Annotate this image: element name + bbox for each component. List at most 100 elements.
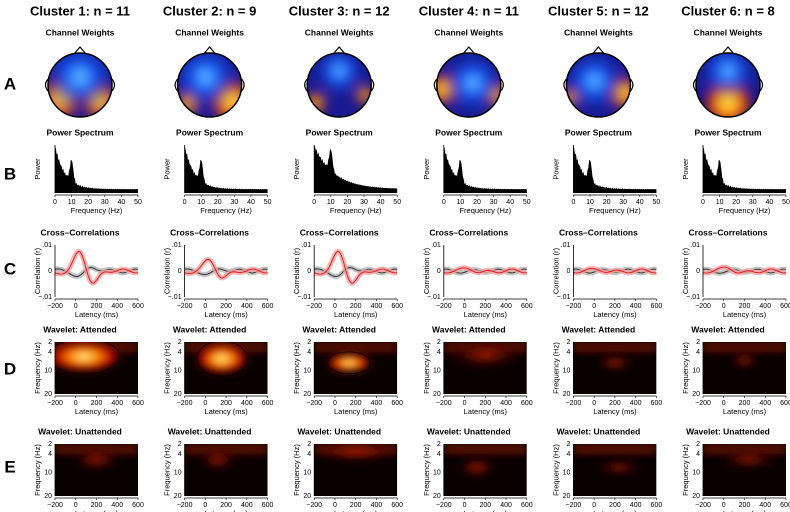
y-tick-label: 2 <box>48 339 52 346</box>
x-tick-label: 400 <box>500 303 512 310</box>
y-tick-label: 2 <box>307 339 311 346</box>
spectrum <box>314 145 398 193</box>
y-tick-label: −.01 <box>38 294 52 301</box>
head-outline <box>47 52 113 118</box>
wavelet-blob <box>55 342 125 373</box>
x-tick-label: 10 <box>197 199 205 206</box>
panel-title: Cross–Correlations <box>170 227 249 237</box>
panel-title: Power Spectrum <box>565 127 633 137</box>
x-tick-label: 400 <box>759 502 771 509</box>
y-tick-label: 10 <box>44 367 52 374</box>
wavelet-blob <box>594 354 635 371</box>
y-tick-label: 20 <box>433 391 441 398</box>
y-axis-label: Correlation (r) <box>163 247 172 294</box>
x-tick-label: 20 <box>732 199 740 206</box>
panel-title: Wavelet: Unattended <box>686 426 770 436</box>
y-axis-label: Correlation (r) <box>292 247 301 294</box>
y-tick-label: 10 <box>303 469 311 476</box>
x-tick-label: −200 <box>177 303 193 310</box>
x-axis-label: Frequency (Hz) <box>71 206 123 215</box>
y-tick-label: 10 <box>692 367 700 374</box>
topo-blob <box>355 85 372 105</box>
x-tick-label: 0 <box>722 400 726 407</box>
x-tick-label: −200 <box>306 303 322 310</box>
wavelet <box>703 444 786 496</box>
x-axis-label: Latency (ms) <box>593 310 637 319</box>
wavelet-blob <box>594 461 645 474</box>
x-axis-label: Latency (ms) <box>75 310 119 319</box>
x-tick-label: 30 <box>490 199 498 206</box>
x-tick-label: 40 <box>636 199 644 206</box>
wavelet-top <box>184 444 268 454</box>
y-axis-label: Frequency (Hz) <box>551 342 560 394</box>
y-tick-label: 4 <box>566 349 570 356</box>
x-axis-label: Latency (ms) <box>334 407 378 416</box>
wavelet <box>55 342 138 394</box>
y-tick-label: 20 <box>174 493 182 500</box>
x-tick-label: 200 <box>91 400 103 407</box>
spectrum <box>573 145 657 193</box>
x-tick-label: 400 <box>759 303 771 310</box>
panel-title: Wavelet: Attended <box>173 324 247 334</box>
y-tick-label: 10 <box>692 469 700 476</box>
head-outline <box>306 52 372 118</box>
panel-title: Cross–Correlations <box>429 227 508 237</box>
contour <box>55 342 121 375</box>
y-tick-label: 2 <box>178 441 182 448</box>
y-tick-label: 4 <box>437 451 441 458</box>
x-tick-label: 0 <box>333 400 337 407</box>
ear <box>174 78 179 92</box>
x-tick-label: 400 <box>500 502 512 509</box>
topo-blob <box>700 53 756 99</box>
wavelet-blobs <box>445 343 526 367</box>
panel-title: Channel Weights <box>305 27 374 37</box>
x-tick-label: −200 <box>436 303 452 310</box>
x-tick-label: 400 <box>111 502 123 509</box>
panel-title: Channel Weights <box>564 27 633 37</box>
x-tick-label: 10 <box>327 199 335 206</box>
y-tick-label: 20 <box>692 493 700 500</box>
row-label: E <box>4 457 15 476</box>
wavelet-blob <box>718 451 779 468</box>
ear <box>370 78 375 92</box>
x-axis-label: Frequency (Hz) <box>589 206 641 215</box>
wavelet <box>55 444 138 496</box>
y-axis-label: Frequency (Hz) <box>163 342 172 394</box>
y-tick-label: 20 <box>303 493 311 500</box>
column-title: Cluster 2: n = 9 <box>163 3 257 18</box>
x-axis-label: Latency (ms) <box>593 509 637 512</box>
wavelet-blobs <box>193 342 250 375</box>
wavelet-top <box>703 444 786 454</box>
x-tick-label: 400 <box>630 502 642 509</box>
y-tick-label: 10 <box>174 367 182 374</box>
x-tick-label: −200 <box>47 400 63 407</box>
x-tick-label: 10 <box>68 199 76 206</box>
cc-line <box>314 250 398 284</box>
y-axis-label: Frequency (Hz) <box>422 342 431 394</box>
x-tick-label: 0 <box>571 199 575 206</box>
y-tick-label: 20 <box>44 493 52 500</box>
x-tick-label: 600 <box>651 303 663 310</box>
x-tick-label: 600 <box>262 502 274 509</box>
x-tick-label: 0 <box>701 199 705 206</box>
x-tick-label: 0 <box>463 303 467 310</box>
x-tick-label: 400 <box>500 400 512 407</box>
panel-title: Wavelet: Unattended <box>297 426 381 436</box>
row-label: C <box>4 259 16 278</box>
x-tick-label: 40 <box>118 199 126 206</box>
y-tick-label: 20 <box>563 391 571 398</box>
x-tick-label: 0 <box>463 502 467 509</box>
y-tick-label: 20 <box>44 391 52 398</box>
x-axis-label: Latency (ms) <box>204 310 248 319</box>
y-tick-label: −.01 <box>557 294 571 301</box>
x-tick-label: 200 <box>350 400 362 407</box>
x-tick-label: 40 <box>377 199 385 206</box>
wavelet <box>443 342 527 394</box>
x-tick-label: 400 <box>371 303 383 310</box>
y-tick-label: 4 <box>437 349 441 356</box>
y-tick-label: 2 <box>437 441 441 448</box>
nose <box>73 46 87 55</box>
panel-title: Wavelet: Unattended <box>557 426 641 436</box>
panel-title: Cross–Correlations <box>559 227 638 237</box>
